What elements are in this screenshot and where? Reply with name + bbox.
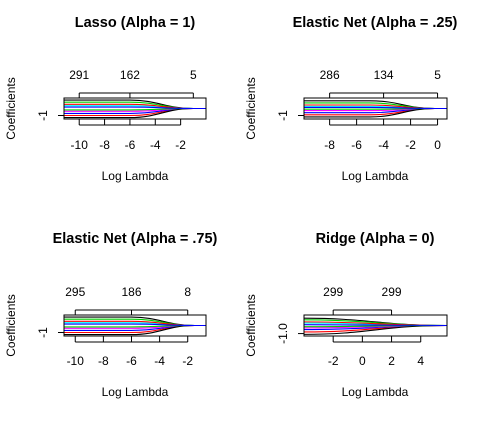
panel-2: Elastic Net (Alpha = .25) 286 134 5 -8 -6 -4 -2…: [244, 15, 458, 183]
plot-frame: [303, 97, 448, 120]
chart-title: Ridge (Alpha = 0): [316, 231, 435, 247]
plot-frame: [63, 97, 207, 120]
y-tick-label: -1: [36, 327, 50, 338]
coefficient-path-10: [303, 324, 448, 327]
x-tick-label: -6: [125, 138, 136, 152]
coefficient-path-10: [64, 106, 206, 110]
x-tick-label: -10: [67, 354, 85, 368]
x-tick-label: -6: [351, 138, 362, 152]
y-axis-label: Coefficients: [4, 294, 18, 356]
x-tick-label: -4: [154, 354, 165, 368]
x-tick-label: -8: [324, 138, 335, 152]
x-axis-label: Log Lambda: [102, 385, 169, 399]
y-tick-label: -1: [276, 110, 290, 121]
x-tick-label: -8: [98, 354, 109, 368]
top-tick-label: 286: [320, 68, 340, 82]
coefficient-path-8: [64, 103, 206, 110]
y-tick-label: -1.0: [276, 323, 290, 344]
x-tick-label: -6: [126, 354, 137, 368]
panel-3: Elastic Net (Alpha = .75) 295 186 8 -10 -8 -6 -…: [4, 231, 218, 399]
x-tick-label: -2: [175, 138, 186, 152]
top-tick-label: 299: [382, 285, 402, 299]
x-tick-label: -2: [405, 138, 416, 152]
y-tick-label: -1: [36, 110, 50, 121]
top-tick-label: 295: [65, 285, 85, 299]
x-tick-label: -4: [378, 138, 389, 152]
chart-title: Elastic Net (Alpha = .75): [53, 231, 218, 247]
panel-1: Lasso (Alpha = 1) 291 162 5 -10 -8 -6 -4 -2 -1 Log…: [4, 15, 207, 183]
plot-frame: [303, 314, 448, 337]
top-tick-label: 299: [323, 285, 343, 299]
top-tick-label: 5: [190, 68, 197, 82]
coefficient-path-10: [304, 106, 447, 110]
coefficient-paths: [64, 99, 206, 119]
y-axis-label: Coefficients: [244, 294, 258, 356]
top-tick-label: 134: [374, 68, 394, 82]
plot-frame: [63, 314, 207, 337]
coefficient-paths: [303, 317, 448, 335]
chart-title: Lasso (Alpha = 1): [75, 15, 196, 31]
coefficient-paths: [304, 100, 447, 118]
x-tick-label: 4: [417, 354, 424, 368]
top-tick-label: 8: [184, 285, 191, 299]
x-tick-label: 0: [434, 138, 441, 152]
panel-4: Ridge (Alpha = 0) 299 299 -2 0 2 4 -1.0 Log Lamb…: [244, 231, 448, 399]
x-tick-label: -2: [182, 354, 193, 368]
y-axis-label: Coefficients: [4, 77, 18, 139]
x-axis-label: Log Lambda: [102, 169, 169, 183]
y-axis-label: Coefficients: [244, 77, 258, 139]
x-tick-label: 0: [359, 354, 366, 368]
x-tick-label: -4: [150, 138, 161, 152]
x-tick-label: -10: [71, 138, 89, 152]
top-tick-label: 291: [69, 68, 89, 82]
coefficient-paths: [64, 316, 206, 336]
x-tick-label: 2: [388, 354, 395, 368]
x-axis-label: Log Lambda: [342, 169, 409, 183]
x-axis-label: Log Lambda: [342, 385, 409, 399]
x-tick-label: -8: [99, 138, 110, 152]
top-tick-label: 5: [434, 68, 441, 82]
x-tick-label: -2: [328, 354, 339, 368]
top-tick-label: 162: [120, 68, 140, 82]
coefficient-path-10: [64, 323, 206, 327]
chart-title: Elastic Net (Alpha = .25): [293, 15, 458, 31]
top-tick-label: 186: [121, 285, 141, 299]
